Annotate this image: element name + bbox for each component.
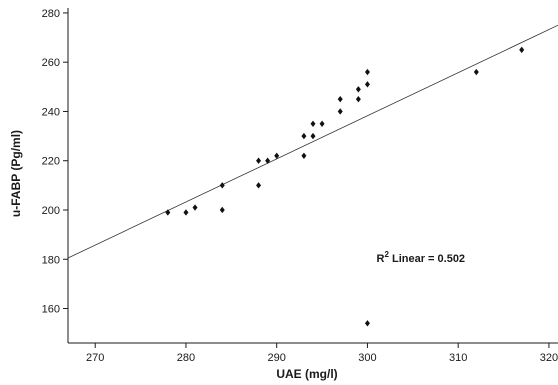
data-point (219, 206, 225, 214)
x-tick-label: 270 (86, 352, 104, 364)
r-squared-annotation: R2 Linear = 0.502 (377, 250, 466, 265)
data-point (165, 209, 171, 216)
x-tick-label: 310 (449, 352, 467, 364)
x-tick-label: 300 (358, 352, 376, 364)
y-tick-label: 220 (42, 156, 60, 168)
x-tick-label: 290 (268, 352, 286, 364)
data-point (301, 132, 307, 140)
data-point (519, 46, 525, 54)
data-point (265, 157, 271, 164)
data-point (256, 157, 262, 164)
data-point (310, 132, 316, 140)
x-axis-ticks: 270 280 290 300 310 320 (86, 343, 558, 364)
linear-fit-line (67, 24, 558, 259)
data-point (219, 182, 225, 189)
x-tick-label: 320 (540, 352, 558, 364)
data-point (355, 95, 361, 103)
data-point (364, 68, 370, 76)
y-tick-label: 200 (42, 205, 60, 217)
data-point (256, 182, 262, 189)
data-point (319, 120, 325, 127)
y-tick-label: 280 (42, 8, 60, 20)
data-point (364, 320, 370, 327)
data-point (310, 120, 316, 127)
r-squared-superscript: 2 (384, 250, 389, 259)
data-point (337, 95, 343, 103)
r-squared-prefix: R (377, 253, 385, 265)
y-tick-label: 240 (42, 106, 60, 118)
data-point (301, 152, 307, 159)
data-point (364, 81, 370, 88)
y-tick-label: 180 (42, 254, 60, 266)
y-axis-title: u-FABP (Pg/ml) (9, 130, 23, 217)
y-tick-label: 160 (42, 304, 60, 316)
y-tick-label: 260 (42, 57, 60, 69)
data-points (165, 46, 525, 327)
y-axis-ticks: 160 180 200 220 240 260 280 (42, 8, 68, 316)
r-squared-value: Linear = 0.502 (389, 253, 465, 265)
data-point (183, 209, 189, 216)
x-axis-title: UAE (mg/l) (276, 367, 337, 381)
data-point (274, 152, 280, 159)
data-point (473, 68, 479, 76)
x-tick-label: 280 (177, 352, 195, 364)
data-point (337, 108, 343, 115)
data-point (192, 204, 198, 211)
data-point (355, 86, 361, 93)
